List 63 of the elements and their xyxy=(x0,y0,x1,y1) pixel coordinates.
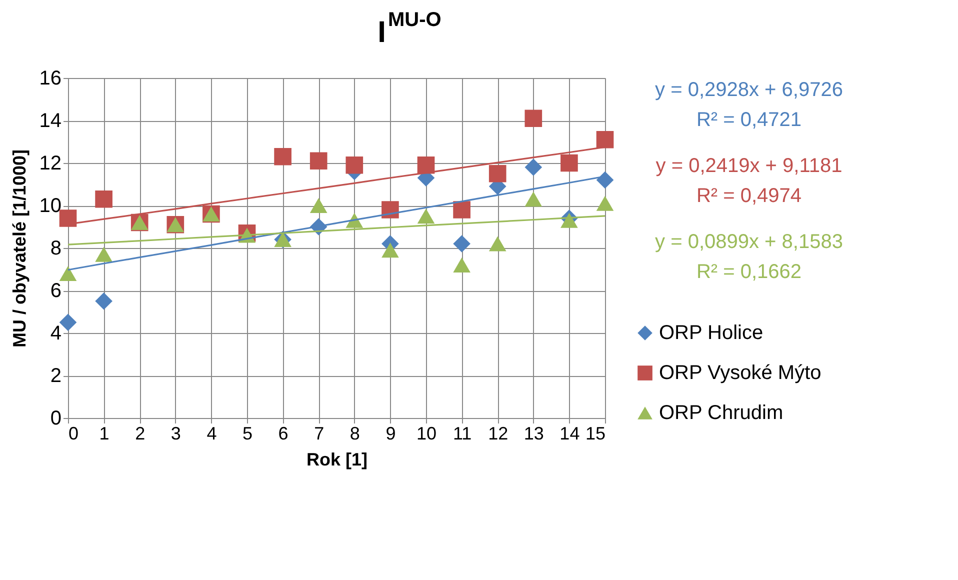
point xyxy=(274,148,292,166)
x-tick-label: 12 xyxy=(488,424,508,444)
x-tick-label: 10 xyxy=(416,424,437,444)
point xyxy=(453,201,470,218)
x-axis-title: Rok [1] xyxy=(306,450,368,470)
legend-label: ORP Vysoké Mýto xyxy=(659,362,822,384)
x-tick-label: 3 xyxy=(170,424,181,444)
x-tick-label: 4 xyxy=(206,424,217,444)
point xyxy=(596,130,614,148)
point xyxy=(95,190,112,208)
y-tick-label: 0 xyxy=(50,408,62,430)
x-tick-label: 1 xyxy=(99,424,110,444)
text: R² = 0,4974 xyxy=(696,185,802,207)
legend-label: ORP Holice xyxy=(659,322,764,344)
point xyxy=(59,210,77,227)
point xyxy=(95,246,112,262)
point xyxy=(95,292,112,310)
point xyxy=(417,156,435,174)
point xyxy=(524,158,542,176)
y-axis-title: MU / obyvatelé [1/1000] xyxy=(9,149,30,348)
y-tick-label: 10 xyxy=(39,195,62,217)
x-tick-label: 11 xyxy=(452,424,472,444)
point xyxy=(560,212,578,228)
legend-label: ORP Chrudim xyxy=(659,402,784,424)
text: y = 0,2928x + 6,9726 xyxy=(655,79,843,101)
point xyxy=(453,235,470,252)
point xyxy=(488,164,506,182)
x-tick-label: 8 xyxy=(350,424,360,444)
point xyxy=(382,242,399,258)
x-tick-label: 6 xyxy=(278,424,288,444)
x-tick-label: 15 xyxy=(585,424,606,444)
point xyxy=(417,208,435,224)
point xyxy=(453,258,470,272)
y-tick-label: 14 xyxy=(39,110,62,132)
y-tick-label: 6 xyxy=(50,280,62,302)
text: R² = 0,1662 xyxy=(696,261,802,283)
point xyxy=(488,236,506,252)
point xyxy=(524,110,542,128)
x-tick-label: 7 xyxy=(314,424,324,444)
y-tick-label: 12 xyxy=(39,152,62,174)
y-tick-label: 16 xyxy=(39,68,62,90)
x-tick-label: 5 xyxy=(242,424,253,444)
x-tick-label: 13 xyxy=(524,424,544,444)
point xyxy=(524,192,542,207)
point xyxy=(382,201,399,218)
point xyxy=(59,266,77,281)
y-tick-label: 4 xyxy=(50,322,62,344)
x-tick-label: 9 xyxy=(386,424,396,444)
x-tick-label: 0 xyxy=(68,424,79,444)
point xyxy=(310,198,328,213)
point xyxy=(596,196,614,211)
text: y = 0,2419x + 9,1181 xyxy=(656,155,842,177)
text: y = 0,0899x + 8,1583 xyxy=(655,231,843,253)
point xyxy=(596,171,614,189)
y-tick-label: 2 xyxy=(50,365,62,387)
x-tick-label: 2 xyxy=(135,424,146,444)
point xyxy=(59,314,77,332)
point xyxy=(560,154,578,172)
y-tick-label: 8 xyxy=(50,238,62,260)
x-tick-label: 14 xyxy=(560,424,580,444)
point xyxy=(346,156,364,174)
text: R² = 0,4721 xyxy=(696,109,802,131)
point xyxy=(310,152,328,170)
